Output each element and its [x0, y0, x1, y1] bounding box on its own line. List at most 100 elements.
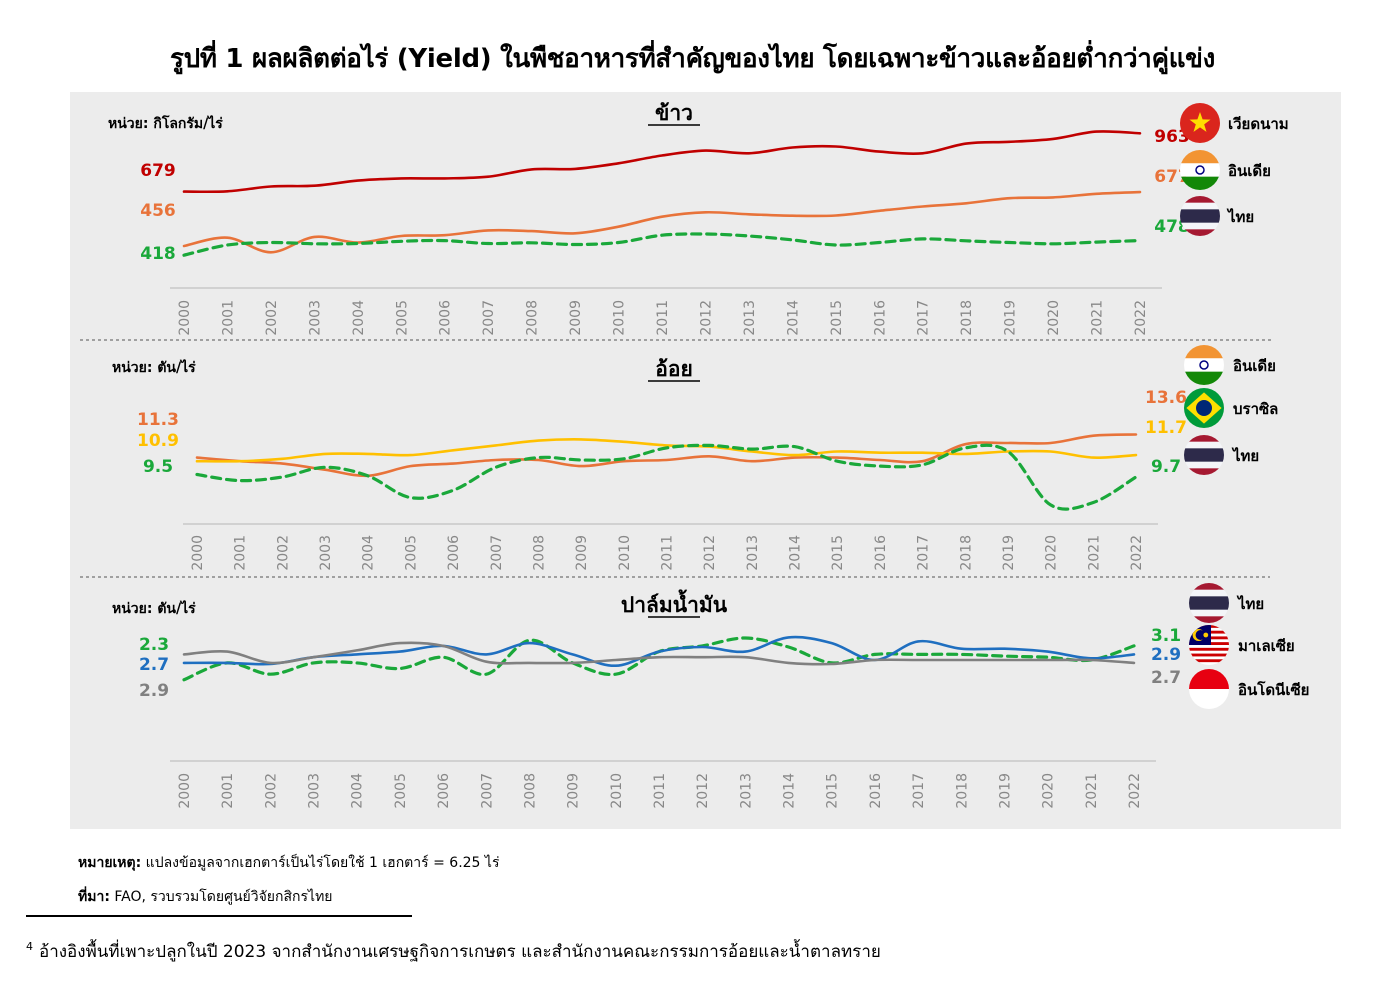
flag-band	[1180, 163, 1220, 177]
x-tick-label: 2018	[958, 535, 974, 571]
end-value-label: 13.6	[1145, 388, 1187, 408]
x-tick-label: 2019	[997, 773, 1013, 809]
x-tick-label: 2013	[745, 535, 761, 571]
malaysia-flag-icon	[1189, 625, 1229, 665]
x-tick-label: 2011	[660, 535, 676, 571]
x-tick-label: 2007	[481, 300, 497, 336]
footnote-rule	[26, 915, 412, 917]
x-tick-label: 2014	[788, 535, 804, 571]
x-tick-label: 2019	[1001, 535, 1017, 571]
start-value-label: 2.9	[139, 681, 169, 701]
flag-band	[1189, 689, 1229, 709]
x-tick-label: 2011	[655, 300, 671, 336]
x-tick-label: 2006	[446, 535, 462, 571]
footnote: 4 อ้างอิงพื้นที่เพาะปลูกในปี 2023 จากสำนั…	[26, 938, 881, 965]
x-tick-label: 2015	[829, 300, 845, 336]
flag-band	[1180, 222, 1220, 230]
x-tick-label: 2000	[190, 535, 206, 571]
x-tick-label: 2000	[177, 773, 193, 809]
x-tick-label: 2003	[307, 773, 323, 809]
unit-label: หน่วย: กิโลกรัม/ไร่	[108, 114, 223, 132]
flag-body	[1180, 196, 1220, 236]
x-tick-label: 2005	[394, 300, 410, 336]
x-tick-label: 2020	[1044, 535, 1060, 571]
note: หมายเหตุ: แปลงข้อมูลจากเฮกตาร์เป็นไร่โดย…	[78, 852, 499, 874]
flag-globe	[1196, 400, 1212, 416]
x-tick-label: 2020	[1041, 773, 1057, 809]
x-tick-label: 2021	[1084, 773, 1100, 809]
x-tick-label: 2006	[438, 300, 454, 336]
x-tick-label: 2017	[911, 773, 927, 809]
x-tick-label: 2018	[954, 773, 970, 809]
x-tick-label: 2010	[612, 300, 628, 336]
x-tick-label: 2001	[220, 773, 236, 809]
unit-label: หน่วย: ตัน/ไร่	[112, 358, 196, 376]
x-tick-label: 2016	[872, 300, 888, 336]
flag-crescent-cut	[1195, 630, 1206, 640]
x-tick-label: 2014	[785, 300, 801, 336]
chart-title: อ้อย	[655, 357, 693, 381]
x-tick-label: 2015	[830, 535, 846, 571]
x-tick-label: 2007	[489, 535, 505, 571]
source-label: ที่มา:	[78, 889, 110, 905]
flag-wheel	[1199, 360, 1209, 370]
flag-band	[1180, 150, 1220, 164]
end-value-label: 11.7	[1145, 418, 1187, 438]
flag-band	[1189, 583, 1229, 591]
flag-body	[1184, 345, 1224, 385]
x-tick-label: 2017	[916, 535, 932, 571]
source-text: FAO, รวบรวมโดยศูนย์วิจัยกสิกรไทย	[109, 889, 333, 905]
unit-label: หน่วย: ตัน/ไร่	[112, 599, 196, 617]
brazil-flag-icon	[1184, 388, 1224, 428]
legend-country-label: ไทย	[1226, 207, 1254, 226]
x-tick-label: 2003	[318, 535, 334, 571]
x-tick-label: 2022	[1127, 773, 1143, 809]
legend-country-label: ไทย	[1236, 594, 1264, 613]
x-tick-label: 2012	[702, 535, 718, 571]
x-tick-label: 2021	[1090, 300, 1106, 336]
x-tick-label: 2002	[263, 773, 279, 809]
flag-band	[1184, 461, 1224, 469]
flag-band	[1180, 229, 1220, 236]
footnote-text: อ้างอิงพื้นที่เพาะปลูกในปี 2023 จากสำนัก…	[39, 942, 881, 962]
footnote-mark: 4	[26, 940, 33, 954]
x-tick-label: 2004	[350, 773, 366, 809]
flag-band	[1184, 448, 1224, 463]
x-tick-label: 2002	[275, 535, 291, 571]
legend-country-label: อินเดีย	[1233, 357, 1276, 375]
x-tick-label: 2022	[1133, 300, 1149, 336]
legend-country-label: เวียดนาม	[1228, 115, 1289, 133]
flag-body	[1189, 583, 1229, 623]
series-line-vietnam	[182, 130, 1142, 194]
x-tick-label: 2019	[1003, 300, 1019, 336]
figure-title: รูปที่ 1 ผลผลิตต่อไร่ (Yield) ในพืชอาหาร…	[169, 44, 1216, 74]
flag-band	[1184, 441, 1224, 449]
x-tick-label: 2011	[652, 773, 668, 809]
x-tick-label: 2010	[617, 535, 633, 571]
note-label: หมายเหตุ:	[78, 855, 142, 871]
flag-body	[1184, 388, 1224, 428]
start-value-label: 679	[140, 161, 176, 181]
start-value-label: 2.3	[139, 635, 169, 655]
series-line-thailand	[195, 443, 1138, 511]
flag-wheel	[1195, 165, 1205, 175]
series-line-india	[195, 433, 1138, 478]
end-value-label: 478	[1154, 217, 1190, 237]
series-line-india	[182, 190, 1142, 254]
vietnam-flag-icon	[1180, 103, 1220, 143]
end-value-label: 2.7	[1151, 668, 1181, 688]
start-value-label: 2.7	[139, 655, 169, 675]
start-value-label: 10.9	[137, 431, 179, 451]
x-tick-label: 2009	[566, 773, 582, 809]
flag-band	[1184, 435, 1224, 443]
legend-country-label: มาเลเซีย	[1238, 637, 1295, 655]
x-tick-label: 2004	[361, 535, 377, 571]
series-line-thailand	[182, 232, 1142, 257]
legend-country-label: บราซิล	[1233, 400, 1278, 418]
flag-band	[1184, 371, 1224, 385]
flag-body	[1189, 669, 1229, 709]
source: ที่มา: FAO, รวบรวมโดยศูนย์วิจัยกสิกรไทย	[78, 886, 333, 908]
flag-band	[1189, 669, 1229, 689]
start-value-label: 456	[140, 201, 176, 221]
x-tick-label: 2012	[695, 773, 711, 809]
